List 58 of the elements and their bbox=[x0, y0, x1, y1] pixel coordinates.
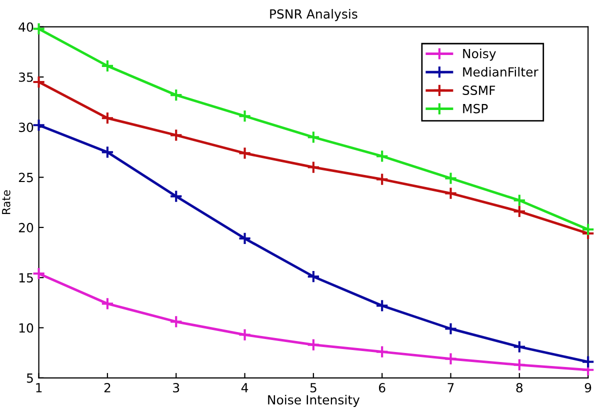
point bbox=[306, 130, 320, 144]
point bbox=[444, 322, 458, 336]
x-tick-label: 3 bbox=[173, 382, 180, 392]
x-tick-label: 2 bbox=[104, 382, 110, 392]
point bbox=[512, 194, 526, 207]
point bbox=[512, 358, 526, 372]
point bbox=[306, 270, 320, 284]
point bbox=[375, 299, 389, 312]
x-tick-label: 9 bbox=[584, 382, 592, 392]
point bbox=[238, 146, 252, 160]
point bbox=[238, 328, 252, 342]
point bbox=[32, 22, 46, 36]
x-tick-label: 1 bbox=[36, 383, 42, 392]
y-tick-label: 5 bbox=[26, 374, 33, 383]
point bbox=[581, 355, 595, 368]
point bbox=[444, 172, 458, 185]
y-tick-label: 10 bbox=[19, 323, 34, 333]
point bbox=[444, 186, 458, 200]
point bbox=[444, 352, 458, 366]
point bbox=[512, 204, 526, 218]
y-tick-label: 25 bbox=[18, 172, 33, 182]
x-axis-title: Noise Intensity bbox=[268, 394, 360, 407]
point bbox=[375, 172, 389, 186]
point bbox=[512, 340, 526, 354]
chart-title: PSNR Analysis bbox=[270, 9, 358, 22]
point bbox=[375, 150, 389, 163]
y-tick-label: 30 bbox=[18, 122, 34, 132]
x-tick-label: 4 bbox=[241, 383, 248, 392]
y-axis-title: Rate bbox=[2, 190, 10, 214]
x-tick-label: 5 bbox=[310, 383, 316, 392]
point bbox=[238, 232, 252, 246]
legend-label: MSP bbox=[463, 104, 488, 114]
point bbox=[170, 128, 183, 142]
y-tick-label: 15 bbox=[19, 273, 33, 283]
point bbox=[170, 315, 183, 328]
legend-label: SSMF bbox=[462, 86, 496, 95]
x-tick-label: 8 bbox=[516, 382, 523, 392]
point bbox=[100, 59, 114, 73]
x-tick-label: 7 bbox=[448, 383, 454, 392]
point bbox=[170, 88, 183, 102]
point bbox=[306, 160, 320, 174]
point bbox=[306, 338, 320, 352]
y-tick-label: 40 bbox=[18, 22, 34, 32]
point bbox=[32, 75, 46, 89]
point bbox=[581, 222, 595, 236]
point bbox=[238, 110, 252, 123]
point bbox=[170, 190, 183, 203]
point bbox=[100, 297, 114, 310]
y-tick-label: 35 bbox=[18, 72, 33, 82]
point bbox=[32, 266, 46, 280]
point bbox=[100, 112, 114, 125]
x-tick-label: 6 bbox=[378, 382, 386, 392]
legend-label: MedianFilter bbox=[463, 66, 538, 77]
point bbox=[375, 345, 389, 358]
point bbox=[100, 146, 114, 159]
legend-label: Noisy bbox=[463, 48, 496, 61]
point bbox=[32, 118, 46, 132]
y-tick-label: 20 bbox=[18, 222, 34, 232]
